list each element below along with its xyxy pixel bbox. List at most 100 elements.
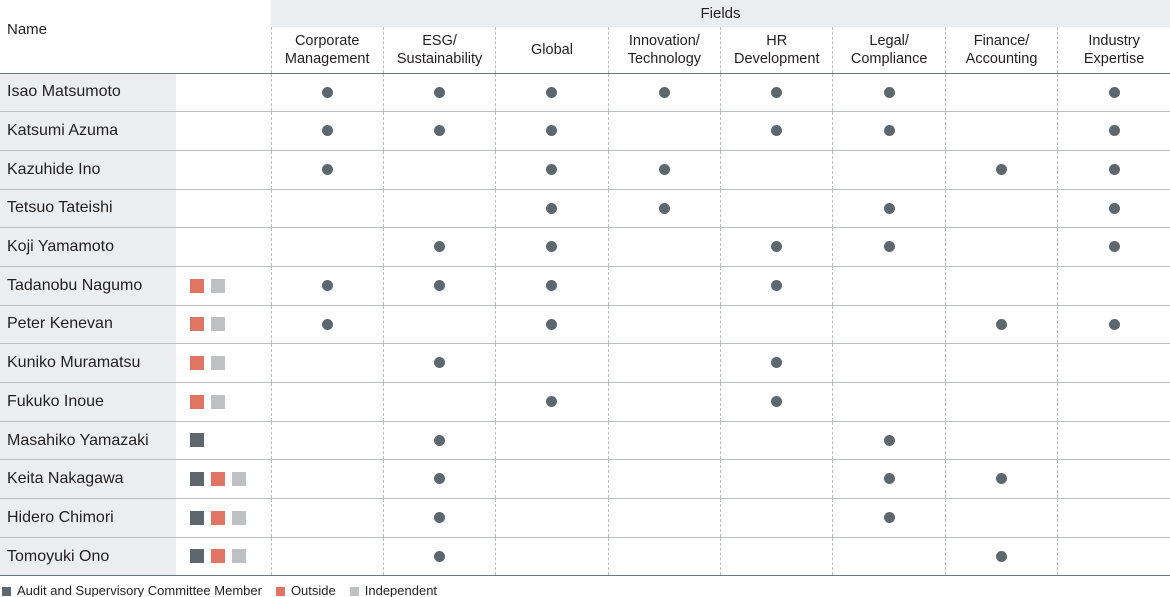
field-header-3: Innovation/Technology xyxy=(607,27,721,73)
field-header-line1: HR xyxy=(766,32,788,49)
skill-dot xyxy=(546,125,558,137)
field-cell-4 xyxy=(720,421,833,460)
independent-badge xyxy=(211,394,225,409)
legend-label: Outside xyxy=(290,583,336,597)
field-cell-7 xyxy=(1057,227,1170,267)
legend-item-independent: Independent xyxy=(349,583,437,597)
field-cell-2 xyxy=(495,459,609,499)
field-cell-7 xyxy=(1057,150,1170,190)
field-cell-7 xyxy=(1057,111,1170,151)
field-header-line1: Global xyxy=(531,41,573,58)
field-cell-1 xyxy=(382,498,496,538)
director-name: Tomoyuki Ono xyxy=(0,537,176,576)
audit-badge xyxy=(190,510,204,525)
table-row: Keita Nakagawa xyxy=(0,459,1170,499)
audit-badge xyxy=(190,549,204,564)
field-cell-0 xyxy=(270,189,384,228)
field-cell-7 xyxy=(1057,537,1170,576)
field-cell-6 xyxy=(944,73,1058,112)
audit-badge xyxy=(190,433,204,448)
field-cell-4 xyxy=(720,189,833,228)
legend: Audit and Supervisory Committee Member Ou… xyxy=(2,583,451,597)
field-cell-2 xyxy=(495,150,609,190)
skill-dot xyxy=(771,357,783,369)
skill-dot xyxy=(546,318,558,330)
director-name: Koji Yamamoto xyxy=(0,227,176,267)
table-row: Tetsuo Tateishi xyxy=(0,189,1170,228)
field-header-line2: Management xyxy=(284,50,370,67)
field-header-0: Corporate Management xyxy=(270,27,384,73)
table-row: Isao Matsumoto xyxy=(0,73,1170,112)
skill-dot xyxy=(434,125,446,137)
field-header-line2: Expertise xyxy=(1083,50,1145,67)
skill-dot xyxy=(546,86,558,98)
field-cell-3 xyxy=(607,111,721,151)
field-cell-4 xyxy=(720,382,833,422)
field-cell-0 xyxy=(270,382,384,422)
field-header-line1: Corporate xyxy=(294,32,360,49)
skill-dot xyxy=(996,318,1008,330)
field-header-line2: Development xyxy=(734,50,820,67)
field-cell-3 xyxy=(607,498,721,538)
outside-badge xyxy=(211,549,225,564)
outside-badge xyxy=(211,471,225,486)
field-header-2: Global xyxy=(495,27,609,73)
skill-dot xyxy=(1108,86,1120,98)
field-cell-6 xyxy=(944,266,1058,306)
table-row: Katsumi Azuma xyxy=(0,111,1170,151)
director-rows: Isao Matsumoto Katsumi Azuma Kazuhide Ino T… xyxy=(0,73,1170,576)
skill-dot xyxy=(883,86,895,98)
field-cell-0 xyxy=(270,537,384,576)
field-cell-3 xyxy=(607,459,721,499)
skill-dot xyxy=(658,202,670,214)
field-cell-1 xyxy=(382,382,496,422)
field-cell-4 xyxy=(720,266,833,306)
field-cell-0 xyxy=(270,305,384,344)
director-badges xyxy=(176,150,271,189)
outside-badge xyxy=(190,278,204,293)
field-cell-4 xyxy=(720,498,833,538)
field-cell-4 xyxy=(720,459,833,499)
field-cell-6 xyxy=(944,189,1058,228)
skill-dot xyxy=(434,280,446,292)
field-cell-1 xyxy=(382,343,496,383)
director-badges xyxy=(176,383,271,422)
field-cell-3 xyxy=(607,150,721,190)
field-cell-5 xyxy=(832,459,946,499)
field-cell-2 xyxy=(495,382,609,422)
skill-dot xyxy=(658,163,670,175)
independent-badge xyxy=(232,549,246,564)
skill-dot xyxy=(546,241,558,253)
field-cell-1 xyxy=(382,150,496,190)
field-header-6: Finance/Accounting xyxy=(944,27,1058,73)
field-cell-2 xyxy=(495,343,609,383)
table-row: Koji Yamamoto xyxy=(0,227,1170,267)
skill-dot xyxy=(546,202,558,214)
field-cell-5 xyxy=(832,343,946,383)
skill-dot xyxy=(434,434,446,446)
field-cell-7 xyxy=(1057,421,1170,460)
independent-badge xyxy=(232,510,246,525)
director-badges xyxy=(176,499,271,538)
audit-legend-swatch xyxy=(2,586,11,596)
field-cell-6 xyxy=(944,537,1058,576)
field-header-7: Industry Expertise xyxy=(1057,27,1170,73)
field-cell-3 xyxy=(607,537,721,576)
director-name: Fukuko Inoue xyxy=(0,382,176,422)
skill-dot xyxy=(321,163,333,175)
skill-dot xyxy=(771,396,783,408)
skill-dot xyxy=(321,125,333,137)
field-header-line1: Innovation/ xyxy=(628,32,700,49)
skill-dot xyxy=(546,396,558,408)
field-cell-5 xyxy=(832,537,946,576)
director-badges xyxy=(176,266,271,305)
skill-dot xyxy=(771,280,783,292)
skill-dot xyxy=(1108,125,1120,137)
director-badges xyxy=(176,460,271,499)
field-cell-0 xyxy=(270,227,384,267)
field-cell-3 xyxy=(607,305,721,344)
field-cell-1 xyxy=(382,459,496,499)
field-cell-2 xyxy=(495,73,609,112)
field-cell-0 xyxy=(270,150,384,190)
skill-dot xyxy=(996,163,1008,175)
